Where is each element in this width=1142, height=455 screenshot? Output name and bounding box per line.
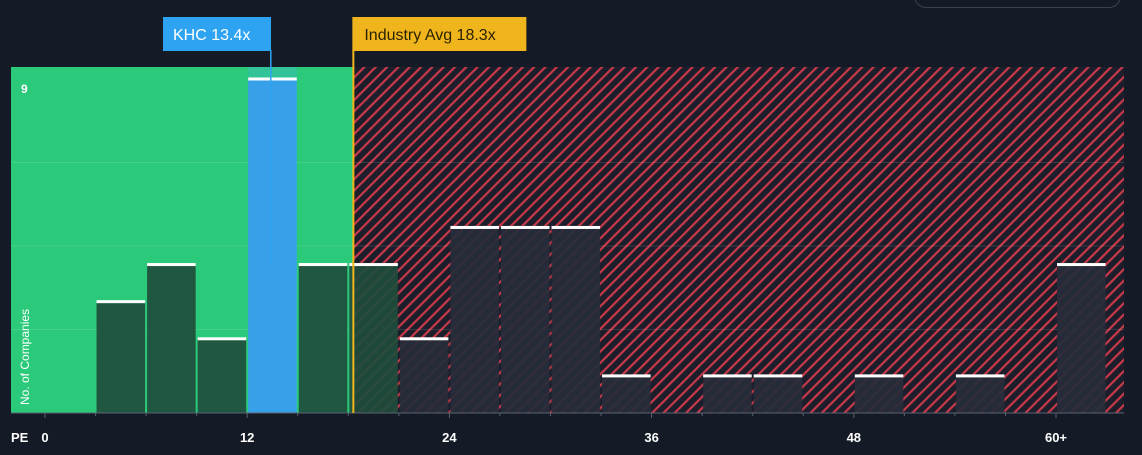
subject-label-box (163, 17, 271, 51)
histogram-bar (602, 375, 651, 413)
bar-cap (96, 300, 146, 304)
bars-layer (96, 77, 1106, 413)
histogram-bar (96, 301, 146, 413)
x-tick-label: 0 (41, 430, 48, 445)
bar-cap (753, 374, 803, 378)
y-axis-label: No. of Companies (18, 309, 32, 405)
bar-cap (147, 263, 196, 267)
bar-cap (298, 263, 348, 267)
bar-cap (551, 225, 601, 229)
industry-avg-label: Industry Avg 18.3x (364, 27, 495, 44)
bar-cap (703, 374, 752, 378)
bar-cap (399, 337, 449, 341)
histogram-bar (147, 264, 196, 413)
histogram-bar (955, 375, 1005, 413)
industry-avg-label-box (352, 17, 527, 51)
markers-layer: Industry Avg 18.3x KHC 13.4x (163, 17, 527, 413)
histogram-bar (854, 375, 904, 413)
axis-layer: 0 12 24 36 48 60+ PE 9 No. of Companies (11, 82, 1124, 445)
histogram-bar (197, 338, 247, 413)
x-tick-label: 60+ (1045, 430, 1067, 445)
bar-cap (349, 263, 398, 267)
histogram-bar (753, 375, 803, 413)
histogram-bar (500, 227, 550, 413)
histogram-bar (298, 264, 348, 413)
bar-cap (450, 225, 499, 229)
bar-cap (1057, 263, 1106, 267)
histogram-bar (1057, 264, 1106, 413)
x-tick-label: 24 (442, 430, 457, 445)
y-tick-label: 9 (21, 82, 28, 96)
x-tick-label: 36 (644, 430, 658, 445)
x-tick-label: 12 (240, 430, 254, 445)
bar-cap (955, 374, 1005, 378)
subject-label: KHC 13.4x (173, 27, 250, 44)
bar-cap (248, 77, 297, 81)
top-control-pill[interactable] (914, 0, 1121, 8)
bar-cap (197, 337, 247, 341)
histogram-bar (349, 264, 398, 413)
histogram-bar (551, 227, 601, 413)
x-tick-label: 48 (847, 430, 861, 445)
bar-cap (602, 374, 651, 378)
histogram-bar (399, 338, 449, 413)
histogram-bar (248, 79, 297, 413)
histogram-bar (450, 227, 499, 413)
x-axis-label: PE (11, 430, 29, 445)
bar-cap (854, 374, 904, 378)
bar-cap (500, 225, 550, 229)
histogram-bar (703, 375, 752, 413)
